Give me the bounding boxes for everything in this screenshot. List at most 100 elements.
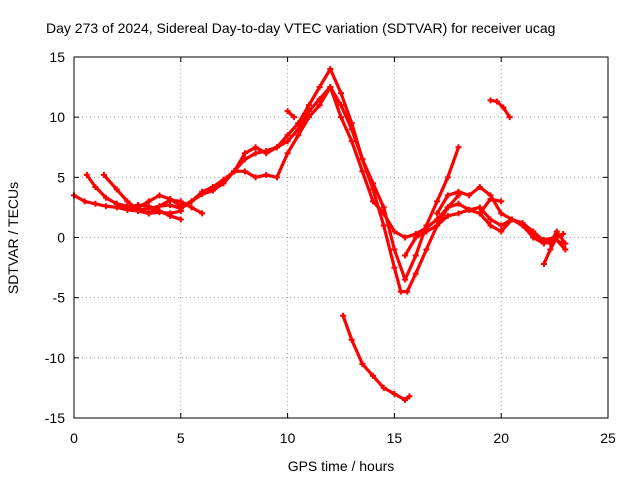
series-track-12 bbox=[487, 97, 513, 121]
data-point bbox=[220, 180, 227, 187]
data-point bbox=[92, 200, 99, 207]
chart-title: Day 273 of 2024, Sidereal Day-to-day VTE… bbox=[46, 20, 555, 36]
data-point bbox=[402, 234, 409, 241]
data-point bbox=[397, 288, 404, 295]
data-point bbox=[241, 150, 248, 157]
data-point bbox=[359, 156, 366, 163]
axis-ticks: 0 5 10 15 20 25 -15 -10 -5 0 5 10 15 bbox=[45, 49, 616, 446]
data-point bbox=[498, 198, 505, 205]
data-point bbox=[530, 234, 537, 241]
data-point bbox=[404, 288, 411, 295]
series-track-13 bbox=[340, 312, 413, 403]
data-point bbox=[370, 372, 377, 379]
y-axis-label: SDTVAR / TECUs bbox=[5, 182, 21, 294]
data-point bbox=[553, 234, 560, 241]
data-point bbox=[562, 240, 569, 247]
y-tick-label: 5 bbox=[57, 169, 65, 185]
data-point bbox=[487, 222, 494, 229]
x-tick-label: 10 bbox=[280, 430, 296, 446]
data-point bbox=[434, 216, 441, 223]
data-point bbox=[487, 97, 494, 104]
series-line bbox=[488, 98, 512, 119]
data-point bbox=[284, 150, 291, 157]
data-point bbox=[560, 230, 567, 237]
data-point bbox=[156, 203, 163, 210]
data-point bbox=[498, 210, 505, 217]
data-point bbox=[135, 204, 142, 211]
data-point bbox=[434, 222, 441, 229]
data-point bbox=[506, 114, 513, 121]
data-point bbox=[380, 210, 387, 217]
data-point bbox=[284, 138, 291, 145]
data-point bbox=[263, 171, 270, 178]
data-point bbox=[508, 216, 515, 223]
data-point bbox=[412, 234, 419, 241]
data-point bbox=[263, 150, 270, 157]
y-tick-label: -15 bbox=[45, 410, 65, 426]
data-point bbox=[241, 168, 248, 175]
data-point bbox=[340, 312, 347, 319]
data-point bbox=[188, 204, 195, 211]
data-point bbox=[273, 144, 280, 151]
data-series bbox=[71, 66, 569, 403]
data-point bbox=[348, 138, 355, 145]
data-point bbox=[359, 168, 366, 175]
data-point bbox=[391, 264, 398, 271]
series-track-7 bbox=[284, 108, 298, 121]
data-point bbox=[391, 228, 398, 235]
data-point bbox=[380, 204, 387, 211]
data-point bbox=[327, 84, 334, 91]
data-point bbox=[444, 174, 451, 181]
data-point bbox=[284, 132, 291, 139]
data-point bbox=[466, 206, 473, 213]
data-point bbox=[380, 384, 387, 391]
data-point bbox=[231, 168, 238, 175]
data-point bbox=[519, 220, 526, 227]
data-point bbox=[391, 246, 398, 253]
data-point bbox=[167, 195, 174, 202]
data-point bbox=[476, 210, 483, 217]
data-point bbox=[252, 144, 259, 151]
data-point bbox=[100, 171, 107, 178]
data-point bbox=[444, 212, 451, 219]
data-point bbox=[402, 396, 409, 403]
series-track-6 bbox=[231, 84, 505, 241]
data-point bbox=[455, 210, 462, 217]
data-point bbox=[316, 102, 323, 109]
grid bbox=[74, 57, 608, 418]
y-tick-label: -5 bbox=[53, 290, 66, 306]
data-point bbox=[498, 228, 505, 235]
series-line bbox=[478, 211, 567, 246]
data-point bbox=[487, 192, 494, 199]
x-tick-label: 5 bbox=[177, 430, 185, 446]
data-point bbox=[402, 252, 409, 259]
x-tick-label: 0 bbox=[70, 430, 78, 446]
data-point bbox=[359, 360, 366, 367]
x-tick-label: 20 bbox=[493, 430, 509, 446]
data-point bbox=[305, 102, 312, 109]
series-line bbox=[115, 85, 461, 294]
data-point bbox=[295, 132, 302, 139]
data-point bbox=[252, 174, 259, 181]
series-track-10 bbox=[476, 210, 569, 247]
data-point bbox=[338, 102, 344, 109]
data-point bbox=[103, 194, 110, 201]
data-point bbox=[177, 216, 184, 223]
data-point bbox=[338, 90, 344, 97]
data-point bbox=[406, 393, 413, 400]
data-point bbox=[553, 228, 560, 235]
data-point bbox=[145, 198, 152, 205]
data-point bbox=[391, 390, 398, 397]
data-point bbox=[540, 260, 547, 267]
y-tick-label: 15 bbox=[49, 49, 65, 65]
data-point bbox=[188, 198, 195, 205]
data-point bbox=[476, 204, 483, 211]
data-point bbox=[402, 276, 409, 283]
data-point bbox=[444, 204, 451, 211]
data-point bbox=[305, 114, 312, 121]
data-point bbox=[540, 238, 547, 245]
series-line bbox=[341, 314, 411, 402]
data-point bbox=[103, 203, 110, 210]
data-point bbox=[177, 203, 184, 210]
